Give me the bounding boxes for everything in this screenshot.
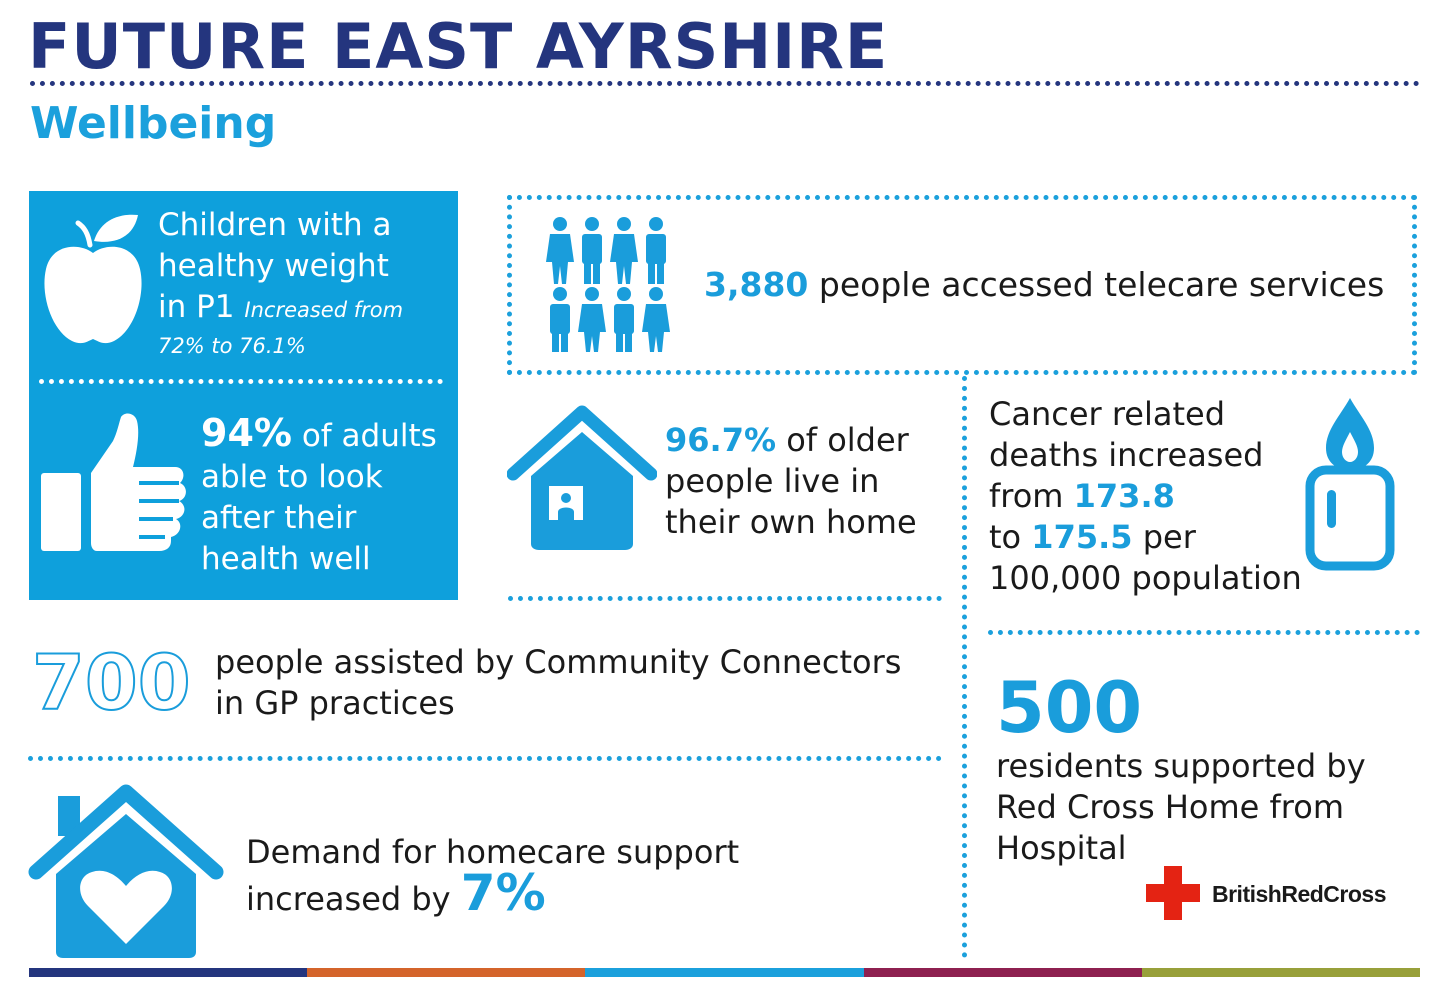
people-group-icon bbox=[546, 217, 670, 352]
vertical-divider bbox=[962, 376, 967, 958]
color-band-segment bbox=[585, 968, 864, 977]
color-band-segment bbox=[863, 968, 1142, 977]
title-divider bbox=[30, 81, 1420, 86]
children-text: Children with a healthy weight in P1 Inc… bbox=[158, 205, 458, 361]
older-line1: of older bbox=[786, 421, 909, 459]
red-cross-line1: residents supported by bbox=[996, 747, 1366, 785]
cancer-line2: deaths increased bbox=[989, 436, 1264, 474]
adults-line2: able to look bbox=[201, 459, 383, 495]
children-line1: Children with a bbox=[158, 207, 392, 243]
children-adults-panel: Children with a healthy weight in P1 Inc… bbox=[29, 191, 458, 600]
telecare-box bbox=[507, 195, 1417, 375]
house-person-icon bbox=[507, 405, 657, 550]
adults-text: 94% of adults able to look after their h… bbox=[201, 413, 456, 580]
connectors-line1: people assisted by Community Connectors bbox=[215, 643, 902, 681]
house-heart-icon bbox=[28, 784, 224, 958]
connectors-text: people assisted by Community Connectors … bbox=[215, 642, 901, 724]
color-band-segment bbox=[307, 968, 586, 977]
cancer-to-value: 175.5 bbox=[1031, 518, 1133, 556]
homecare-line2: increased by bbox=[246, 880, 451, 918]
connectors-value: 700 bbox=[31, 638, 192, 727]
color-band bbox=[29, 968, 1421, 977]
panel-divider bbox=[39, 379, 443, 384]
older-people-text: 96.7% of older people live in their own … bbox=[665, 420, 917, 543]
cancer-line3-row: from 173.8 bbox=[989, 476, 1302, 517]
children-line3-row: in P1 Increased from bbox=[158, 287, 458, 331]
red-cross-text: residents supported by Red Cross Home fr… bbox=[996, 746, 1366, 869]
red-cross-logo-text: BritishRedCross bbox=[1212, 881, 1386, 907]
older-line3: their own home bbox=[665, 503, 917, 541]
older-line2: people live in bbox=[665, 462, 880, 500]
older-value: 96.7% bbox=[665, 421, 777, 459]
cancer-text: Cancer related deaths increased from 173… bbox=[989, 394, 1302, 599]
right-divider bbox=[988, 630, 1420, 635]
apple-icon bbox=[44, 214, 142, 344]
page-subtitle: Wellbeing bbox=[30, 98, 277, 149]
thumbs-up-icon bbox=[41, 413, 186, 551]
cancer-to-label: to bbox=[989, 518, 1022, 556]
telecare-label: people accessed telecare services bbox=[818, 265, 1385, 304]
color-band-segment bbox=[1141, 968, 1421, 977]
homecare-value: 7% bbox=[460, 864, 546, 922]
cancer-line4-row: to 175.5 per bbox=[989, 517, 1302, 558]
red-cross-line2: Red Cross Home from bbox=[996, 788, 1344, 826]
cancer-from-value: 173.8 bbox=[1073, 477, 1175, 515]
mid-divider bbox=[508, 596, 942, 601]
adults-line1-row: 94% of adults bbox=[201, 413, 456, 457]
homecare-text: Demand for homecare support increased by… bbox=[246, 832, 739, 920]
candle-icon bbox=[1305, 398, 1395, 571]
telecare-text: 3,880 people accessed telecare services bbox=[704, 263, 1384, 307]
children-note2: 72% to 76.1% bbox=[158, 334, 306, 358]
children-note1: Increased from bbox=[244, 298, 404, 322]
lower-divider bbox=[28, 756, 942, 761]
red-cross-line3: Hospital bbox=[996, 829, 1127, 867]
adults-value: 94% bbox=[201, 411, 292, 455]
red-cross-icon bbox=[1146, 866, 1200, 920]
connectors-line2: in GP practices bbox=[215, 684, 455, 722]
older-line1-row: 96.7% of older bbox=[665, 420, 917, 461]
cancer-line5: 100,000 population bbox=[989, 559, 1302, 597]
color-band-segment bbox=[29, 968, 308, 977]
children-line3: in P1 bbox=[158, 289, 235, 325]
adults-line3: after their bbox=[201, 500, 357, 536]
page-title: FUTURE EAST AYRSHIRE bbox=[28, 10, 889, 83]
cancer-from-label: from bbox=[989, 477, 1064, 515]
cancer-per-label: per bbox=[1142, 518, 1196, 556]
cancer-line1: Cancer related bbox=[989, 395, 1226, 433]
british-red-cross-logo: BritishRedCross bbox=[1146, 866, 1416, 920]
adults-line1: of adults bbox=[301, 418, 437, 454]
adults-line4: health well bbox=[201, 541, 371, 577]
homecare-line1: Demand for homecare support bbox=[246, 833, 740, 871]
telecare-value: 3,880 bbox=[704, 265, 809, 304]
homecare-line2-row: increased by 7% bbox=[246, 868, 739, 920]
red-cross-value: 500 bbox=[996, 667, 1143, 749]
children-line2: healthy weight bbox=[158, 248, 389, 284]
